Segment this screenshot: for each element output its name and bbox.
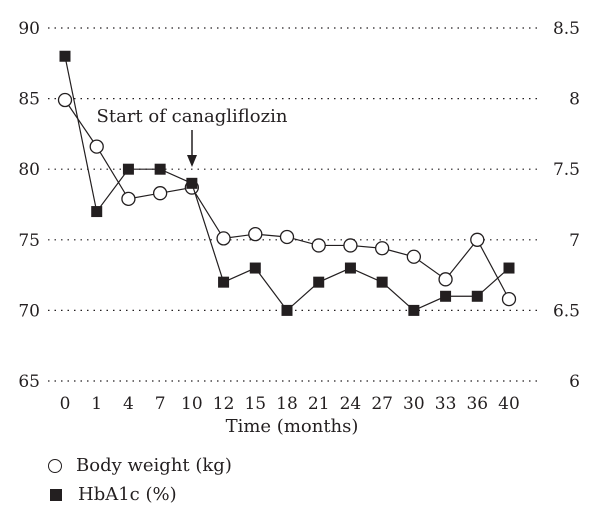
legend-label-body-weight: Body weight (kg) [76,455,232,476]
x-tick-label: 33 [435,394,457,414]
data-point [503,262,515,274]
data-point [57,92,73,108]
left-tick-label: 90 [18,19,40,39]
data-point [376,276,388,288]
series-body-weight [57,92,517,307]
data-point [249,262,261,274]
x-tick-label: 7 [155,394,166,414]
legend-item-hba1c: HbA1c (%) [48,484,177,505]
x-tick-label: 30 [403,394,425,414]
x-tick-label: 10 [181,394,203,414]
x-tick-label: 15 [244,394,266,414]
legend-item-body-weight: Body weight (kg) [48,455,232,476]
data-point [91,206,103,218]
data-point [59,50,71,62]
left-tick-label: 65 [18,372,40,392]
data-point [343,238,358,253]
data-point [122,163,134,175]
grid-lines [48,27,540,382]
x-tick-label: 12 [213,394,235,414]
annotation-label: Start of canagliflozin [97,106,288,127]
left-tick-label: 80 [18,160,40,180]
data-point [186,177,198,189]
data-point [216,231,231,246]
annotation-arrow-head [187,155,197,167]
data-point [313,276,325,288]
x-tick-label: 4 [123,394,134,414]
data-point [374,241,390,256]
data-point [311,238,326,253]
series-hba1c [59,50,515,316]
data-point [344,262,356,274]
open-circle-marker-icon [48,458,62,473]
right-axis-ticks: 8.5 8 7.5 7 6.5 6 [553,19,580,392]
data-point [248,227,263,242]
legend-label-hba1c: HbA1c (%) [78,484,177,505]
series-line [64,56,510,312]
x-tick-label: 24 [340,394,362,414]
data-point [470,232,485,247]
x-axis-title: Time (months) [226,416,359,437]
right-tick-label: 8.5 [553,19,580,39]
data-point [471,290,483,302]
data-point [438,272,453,287]
data-point [501,291,517,307]
left-tick-label: 75 [18,231,40,251]
data-point [279,229,295,245]
data-point [121,191,136,207]
filled-square-marker-icon [50,488,62,501]
x-tick-label: 18 [276,394,298,414]
data-point [152,186,168,201]
right-tick-label: 7.5 [553,160,580,180]
data-point [218,276,230,288]
left-tick-label: 70 [18,301,40,321]
data-point [154,163,166,175]
x-tick-label: 0 [60,394,71,414]
right-tick-label: 6.5 [553,301,580,321]
left-axis-ticks: 90 85 80 75 70 65 [18,19,40,392]
x-tick-label: 27 [371,394,393,414]
right-tick-label: 7 [569,231,580,251]
data-point [408,304,420,316]
x-tick-label: 40 [498,394,520,414]
x-tick-label: 1 [91,394,102,414]
data-point [89,139,104,154]
data-point [440,290,452,302]
data-point [406,249,422,264]
left-tick-label: 85 [18,90,40,110]
x-tick-label: 36 [466,394,488,414]
x-axis-ticks: 0 1 4 7 10 12 15 18 21 24 27 30 33 36 40 [60,394,520,414]
right-tick-label: 6 [569,372,580,392]
x-tick-label: 21 [308,394,330,414]
annotation: Start of canagliflozin [97,106,288,167]
right-tick-label: 8 [569,90,580,110]
data-point [281,304,293,316]
